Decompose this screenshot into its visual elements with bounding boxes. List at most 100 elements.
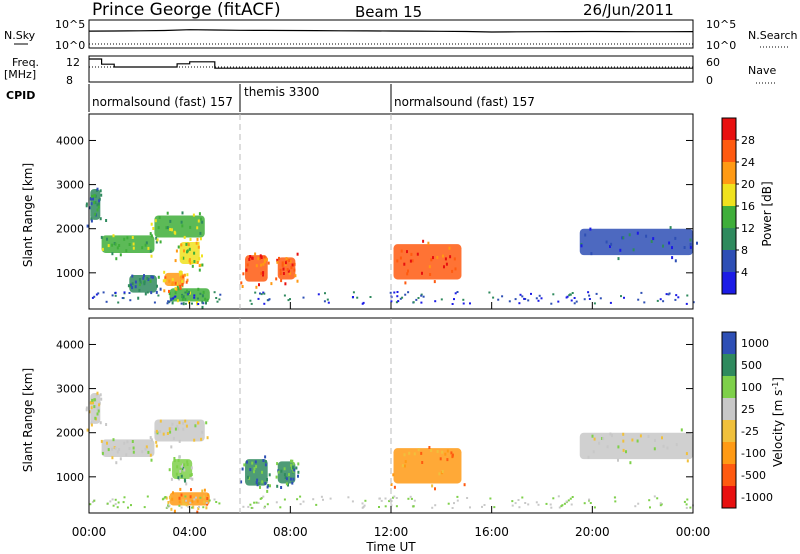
power-speck-9-29 [453,257,456,261]
power-speck-9-20 [449,255,452,259]
velocity-speck-4-21 [185,482,188,486]
velocity-speck-3-23 [192,505,195,509]
power-ground-6 [180,302,183,305]
velocity-ground-11 [557,495,560,498]
power-ground-72 [326,298,329,301]
velocity-bar-seg-2 [722,442,736,464]
power-speck-10-9 [645,234,648,238]
velocity-ground-62 [189,501,192,504]
velocity-ground-37 [413,499,416,502]
nave-label: Nave [748,64,776,77]
velocity-speck-0-11 [85,408,88,412]
power-speck-7-18 [270,282,273,286]
velocity-ground-137 [111,498,114,501]
power-speck-2-25 [144,292,147,296]
power-ground-81 [623,296,625,299]
power-speck-0-17 [96,208,99,212]
velocity-ground-105 [199,496,202,499]
velocity-ground-136 [123,496,126,499]
velocity-speck-7-21 [446,458,449,462]
power-ground-89 [187,293,190,296]
velocity-speck-8-28 [654,438,656,442]
power-speck-6-0 [186,273,189,277]
noise-right-tick-bottom: 10^0 [706,39,736,52]
power-speck-4-16 [204,297,207,301]
velocity-bar-label-7: -1000 [741,491,773,504]
velocity-ground-157 [588,498,591,501]
velocity-speck-2-12 [154,430,157,434]
velocity-ground-139 [184,495,187,498]
power-ground-148 [174,295,177,298]
power-speck-10-10 [671,246,673,250]
power-ground-48 [593,302,596,305]
power-ground-110 [454,292,457,295]
power-speck-9-0 [430,258,433,262]
velocity-speck-3-18 [178,496,181,500]
velocity-speck-4-12 [190,466,193,470]
power-ground-146 [557,300,560,303]
power-speck-5-10 [201,254,203,258]
power-ground-76 [170,298,173,301]
power-ground-131 [105,300,108,303]
power-speck-6-12 [168,279,171,283]
power-speck-4-24 [182,295,185,299]
velocity-bar-seg-6 [722,354,736,376]
velocity-bar-seg-4 [722,398,736,420]
power-ytick-label-0: 1000 [56,267,84,280]
power-speck-5-25 [191,264,194,268]
power-speck-9-5 [422,239,425,243]
velocity-ground-77 [561,504,564,507]
power-speck-4-29 [196,301,198,304]
power-speck-5-27 [197,241,200,245]
power-speck-2-5 [142,276,145,280]
power-ground-67 [415,298,418,301]
velocity-speck-1-22 [111,456,114,460]
velocity-speck-1-4 [147,450,150,454]
velocity-bar-seg-5 [722,376,736,398]
power-speck-2-24 [159,287,162,291]
power-ground-17 [283,294,286,297]
power-speck-4-12 [201,294,204,298]
velocity-speck-1-29 [149,453,152,457]
power-speck-1-3 [132,246,135,250]
velocity-speck-8-0 [680,428,683,432]
velocity-ground-130 [114,498,117,501]
power-speck-4-26 [197,287,200,291]
power-speck-5-9 [196,237,199,241]
power-speck-10-20 [668,241,671,245]
velocity-ground-23 [407,497,410,500]
power-ground-37 [111,294,114,297]
velocity-speck-7-4 [438,472,441,476]
power-speck-4-21 [201,305,204,309]
velocity-ground-155 [565,500,568,503]
power-speck-8-12 [276,258,279,262]
velocity-ground-115 [552,497,555,500]
velocity-ground-81 [634,505,637,508]
power-ground-121 [569,293,572,296]
velocity-speck-0-27 [91,398,94,402]
power-speck-6-27 [185,280,188,284]
velocity-ground-75 [315,503,318,506]
n-sky-series [88,29,694,33]
velocity-speck-0-4 [86,428,89,432]
velocity-bar-seg-3 [722,420,736,442]
power-ground-145 [268,298,271,301]
velocity-ground-159 [202,506,205,509]
power-speck-10-24 [580,244,583,248]
velocity-speck-1-13 [126,440,129,444]
power-ground-130 [399,297,402,300]
freq-left-tick-bottom: 8 [66,74,73,87]
power-ground-70 [497,298,500,301]
velocity-speck-4-1 [170,477,173,481]
velocity-speck-5-14 [269,484,271,488]
power-speck-7-1 [262,262,265,266]
velocity-speck-2-21 [162,432,165,436]
power-ground-71 [588,298,591,300]
power-speck-8-29 [275,277,278,281]
power-speck-9-7 [410,252,413,256]
velocity-ground-65 [409,495,412,498]
noise-left-tick-top: 10^5 [55,18,85,31]
power-ground-83 [170,297,173,300]
velocity-ground-98 [493,506,496,509]
velocity-speck-5-0 [261,480,264,484]
